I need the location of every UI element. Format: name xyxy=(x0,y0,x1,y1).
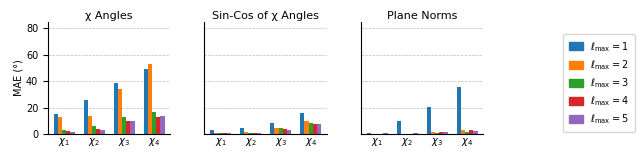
Bar xyxy=(54,114,58,134)
Bar xyxy=(161,116,164,134)
Bar xyxy=(70,132,75,134)
Bar xyxy=(383,133,388,134)
Bar xyxy=(367,133,371,134)
Bar xyxy=(88,116,92,134)
Bar xyxy=(84,100,88,134)
Bar xyxy=(218,133,223,134)
Bar xyxy=(92,126,96,134)
Title: Plane Norms: Plane Norms xyxy=(387,11,457,21)
Bar xyxy=(461,130,465,134)
Bar xyxy=(156,117,161,134)
Legend: $\ell_{\max} = 1$, $\ell_{\max} = 2$, $\ell_{\max} = 3$, $\ell_{\max} = 4$, $\el: $\ell_{\max} = 1$, $\ell_{\max} = 2$, $\… xyxy=(563,34,635,132)
Bar xyxy=(96,129,100,134)
Bar xyxy=(223,133,227,134)
Bar xyxy=(143,69,148,134)
Bar xyxy=(240,128,244,134)
Bar xyxy=(317,124,321,134)
Bar xyxy=(114,83,118,134)
Bar xyxy=(431,132,435,134)
Title: Sin-Cos of χ Angles: Sin-Cos of χ Angles xyxy=(212,11,319,21)
Bar xyxy=(313,124,317,134)
Bar xyxy=(287,130,291,134)
Bar xyxy=(118,89,122,134)
Bar xyxy=(401,133,405,134)
Bar xyxy=(100,130,104,134)
Y-axis label: MAE (°): MAE (°) xyxy=(13,60,23,96)
Bar xyxy=(126,121,131,134)
Bar xyxy=(248,133,253,134)
Bar xyxy=(439,132,444,134)
Bar xyxy=(210,130,214,134)
Bar xyxy=(253,133,257,134)
Bar xyxy=(444,132,447,134)
Bar xyxy=(305,121,308,134)
Bar xyxy=(275,128,278,134)
Bar xyxy=(66,131,70,134)
Bar xyxy=(413,133,417,134)
Bar xyxy=(58,117,62,134)
Bar xyxy=(270,123,275,134)
Title: χ Angles: χ Angles xyxy=(85,11,133,21)
Bar xyxy=(227,133,231,134)
Bar xyxy=(62,130,66,134)
Bar xyxy=(469,130,474,134)
Bar xyxy=(148,64,152,134)
Bar xyxy=(283,129,287,134)
Bar xyxy=(456,87,461,134)
Bar xyxy=(300,113,305,134)
Bar xyxy=(131,121,134,134)
Bar xyxy=(244,132,248,134)
Bar xyxy=(435,133,439,134)
Bar xyxy=(427,107,431,134)
Bar xyxy=(278,128,283,134)
Bar xyxy=(152,112,156,134)
Bar xyxy=(214,133,218,134)
Bar xyxy=(257,133,261,134)
Bar xyxy=(465,132,469,134)
Bar xyxy=(397,121,401,134)
Bar xyxy=(308,123,313,134)
Bar xyxy=(122,117,126,134)
Bar xyxy=(474,131,477,134)
